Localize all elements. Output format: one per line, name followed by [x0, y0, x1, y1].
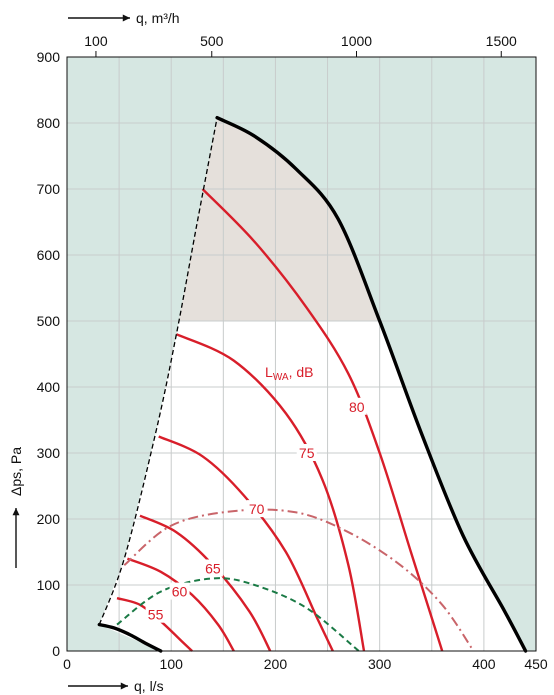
x-axis-arrow-head [120, 682, 128, 690]
chart-axes: 0 100 200 300 400 500 600 700 800 900 0 100 200 300 40… [8, 10, 548, 694]
curve-label-bg [346, 397, 367, 415]
sound-curve-label-55: 55 [148, 607, 164, 623]
fan-curve-min [97, 622, 163, 653]
sound-curve-label-60: 60 [172, 584, 188, 600]
curve-label-bg [296, 444, 317, 461]
sound-curve-label-75: 75 [299, 445, 315, 461]
sound-curve-label-70: 70 [249, 501, 265, 517]
sound-curve-70 [158, 435, 334, 652]
y-tick-label: 500 [37, 313, 61, 329]
efficiency-curve [123, 508, 475, 652]
sound-level-label: LWA, dB [265, 364, 313, 383]
x-top-tick-label: 100 [84, 33, 108, 49]
y-tick-label: 200 [37, 511, 61, 527]
y-tick-label: 900 [37, 49, 61, 65]
y-tick-label: 300 [37, 445, 61, 461]
x-top-tick-label: 500 [200, 33, 224, 49]
y-tick-label: 700 [37, 181, 61, 197]
x-top-tick-label: 1000 [341, 33, 372, 49]
x-top-axis-label: q, m³/h [136, 10, 180, 26]
curve-label-bg [246, 500, 267, 518]
sound-curve-label-80: 80 [349, 399, 365, 415]
y-tick-label: 600 [37, 247, 61, 263]
sound-curve-60 [126, 557, 235, 652]
y-tick-label: 400 [37, 379, 61, 395]
plot-frame [66, 56, 537, 652]
y-tick-label: 0 [52, 643, 60, 659]
curve-label-bg [145, 605, 166, 623]
curve-label-bg [169, 582, 190, 600]
chart-zones [67, 57, 536, 651]
curve-label-bg [202, 559, 223, 577]
fan-curve-max [215, 116, 528, 653]
x-tick-label: 400 [472, 656, 496, 672]
x-tick-label: 450 [524, 656, 548, 672]
x-top-axis-arrow-head [122, 14, 130, 22]
y-axis-label: Δps, Pa [8, 447, 24, 496]
x-axis-label: q, l/s [134, 678, 164, 694]
y-axis-arrow-head [12, 508, 20, 516]
x-tick-label: 100 [160, 656, 184, 672]
y-tick-label: 100 [37, 577, 61, 593]
sound-curve-label-65: 65 [205, 561, 221, 577]
x-top-tick-label: 1500 [486, 33, 517, 49]
y-tick-label: 800 [37, 115, 61, 131]
chart-labels: 55 60 65 70 75 80 LWA, dB [145, 364, 367, 623]
x-tick-label: 300 [368, 656, 392, 672]
x-tick-label: 0 [63, 656, 71, 672]
x-tick-label: 200 [264, 656, 288, 672]
system-curve [116, 577, 360, 652]
